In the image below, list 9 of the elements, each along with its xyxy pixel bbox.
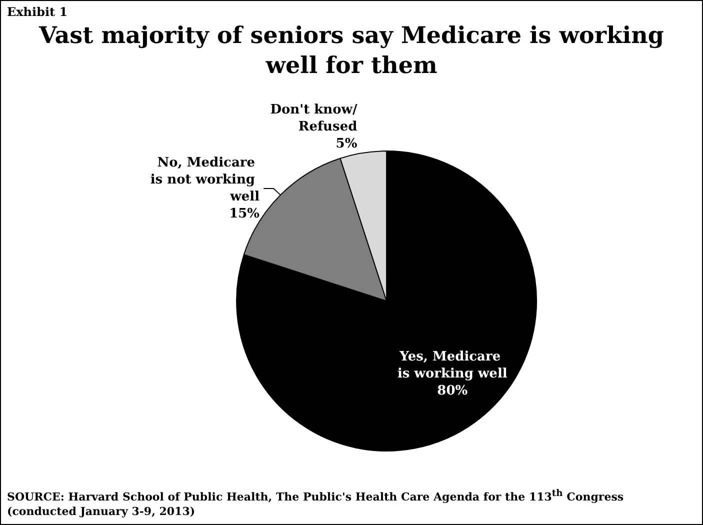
text: SOURCE: Harvard School of Public Health, The Public's Health Care Agenda for the 113$^{th}$ Congress (conducted January 3-9, 2013) xyxy=(7,488,624,518)
text: Exhibit 1 xyxy=(7,5,68,19)
chart-title: Vast majority of seniors say Medicare is working well for them xyxy=(38,21,665,81)
data-label: 5% xyxy=(336,136,358,152)
data-label: 15% xyxy=(229,206,260,222)
data-label: 80% xyxy=(437,384,468,399)
slice-label: Yes, Medicare is working well xyxy=(397,350,508,382)
slice-label: Don't know/Refused xyxy=(270,102,358,134)
slice-label: No, Medicare is not working well xyxy=(150,155,260,204)
